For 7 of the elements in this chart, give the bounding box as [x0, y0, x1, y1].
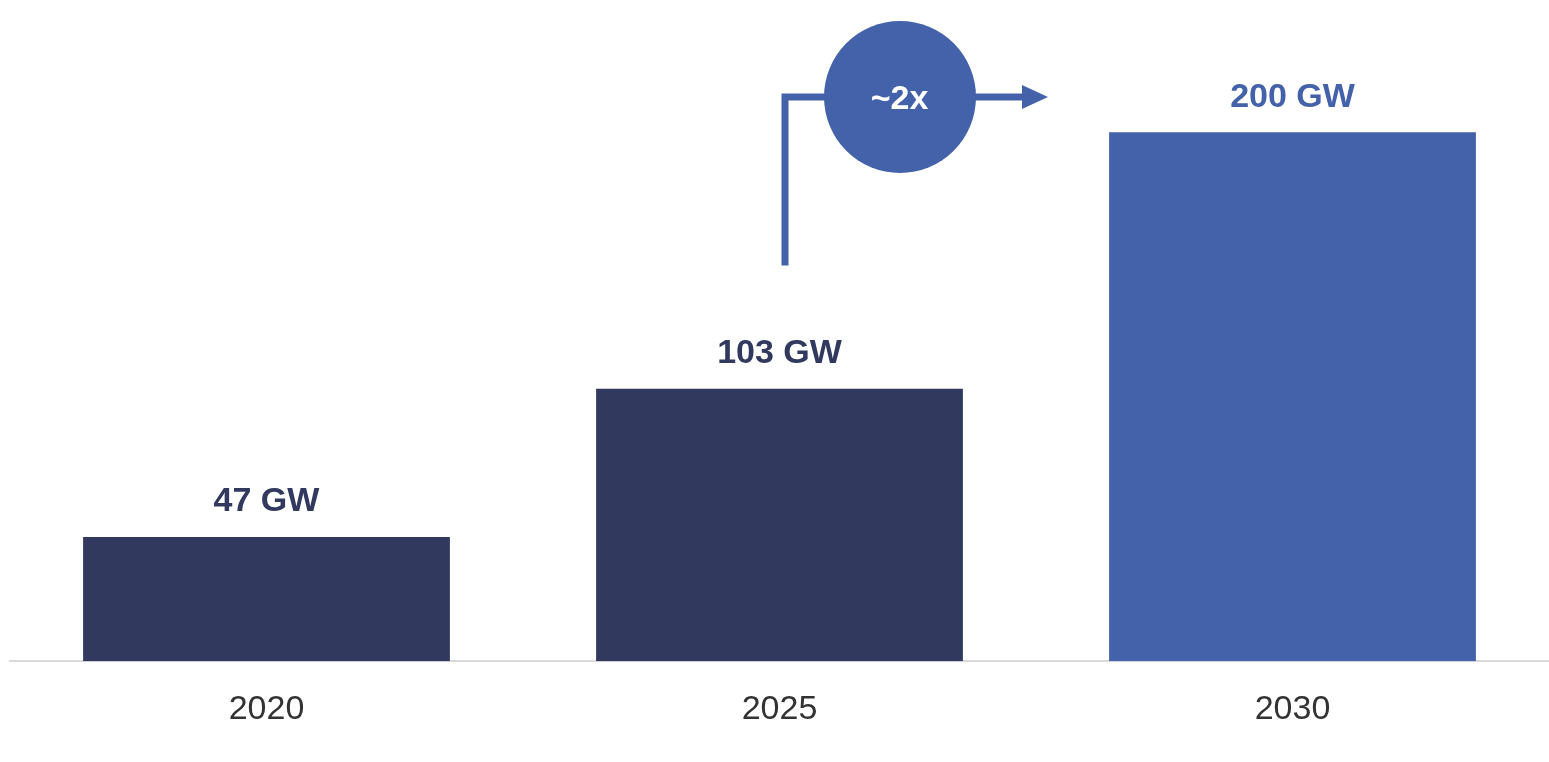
x-tick-label: 2030	[1254, 687, 1331, 726]
text: ~2x	[870, 77, 929, 117]
data-label: 47 GW	[213, 480, 321, 519]
x-tick-label: 2025	[741, 687, 818, 726]
data-label: 200 GW	[1230, 75, 1356, 114]
x-tick-label: 2020	[228, 687, 305, 726]
data-label: 103 GW	[717, 332, 843, 371]
